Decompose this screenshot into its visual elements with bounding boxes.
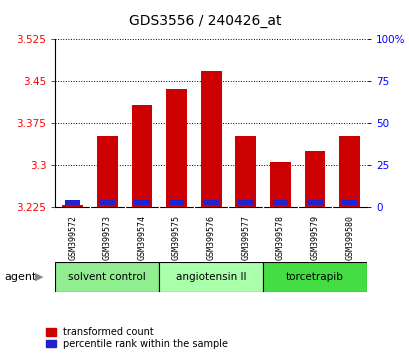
Bar [97,136,117,207]
Text: GSM399579: GSM399579 [310,215,319,260]
Text: ▶: ▶ [35,272,43,282]
Bar [270,162,290,207]
Text: agent: agent [4,272,36,282]
Bar [99,200,115,205]
Bar [55,262,159,292]
Bar [338,136,359,207]
Bar [166,90,187,207]
Text: GSM399576: GSM399576 [206,215,215,260]
Bar [237,200,253,205]
Bar [306,200,322,205]
Text: solvent control: solvent control [68,272,146,282]
Bar [62,205,83,207]
Text: GSM399580: GSM399580 [344,215,353,260]
Bar [341,200,357,205]
Bar [159,262,263,292]
Bar [203,200,218,205]
Text: GSM399573: GSM399573 [103,215,112,260]
Text: GSM399575: GSM399575 [172,215,181,260]
Text: GSM399578: GSM399578 [275,215,284,260]
Text: GSM399574: GSM399574 [137,215,146,260]
Bar [65,200,80,205]
Bar [131,104,152,207]
Bar [272,200,288,205]
Text: GDS3556 / 240426_at: GDS3556 / 240426_at [128,14,281,28]
Bar [134,200,149,205]
Text: angiotensin II: angiotensin II [175,272,246,282]
Bar [263,262,366,292]
Bar [235,136,256,207]
Text: GSM399572: GSM399572 [68,215,77,260]
Bar [169,200,184,205]
Legend: transformed count, percentile rank within the sample: transformed count, percentile rank withi… [46,327,228,349]
Bar [304,151,325,207]
Text: torcetrapib: torcetrapib [285,272,343,282]
Bar [200,71,221,207]
Text: GSM399577: GSM399577 [240,215,249,260]
